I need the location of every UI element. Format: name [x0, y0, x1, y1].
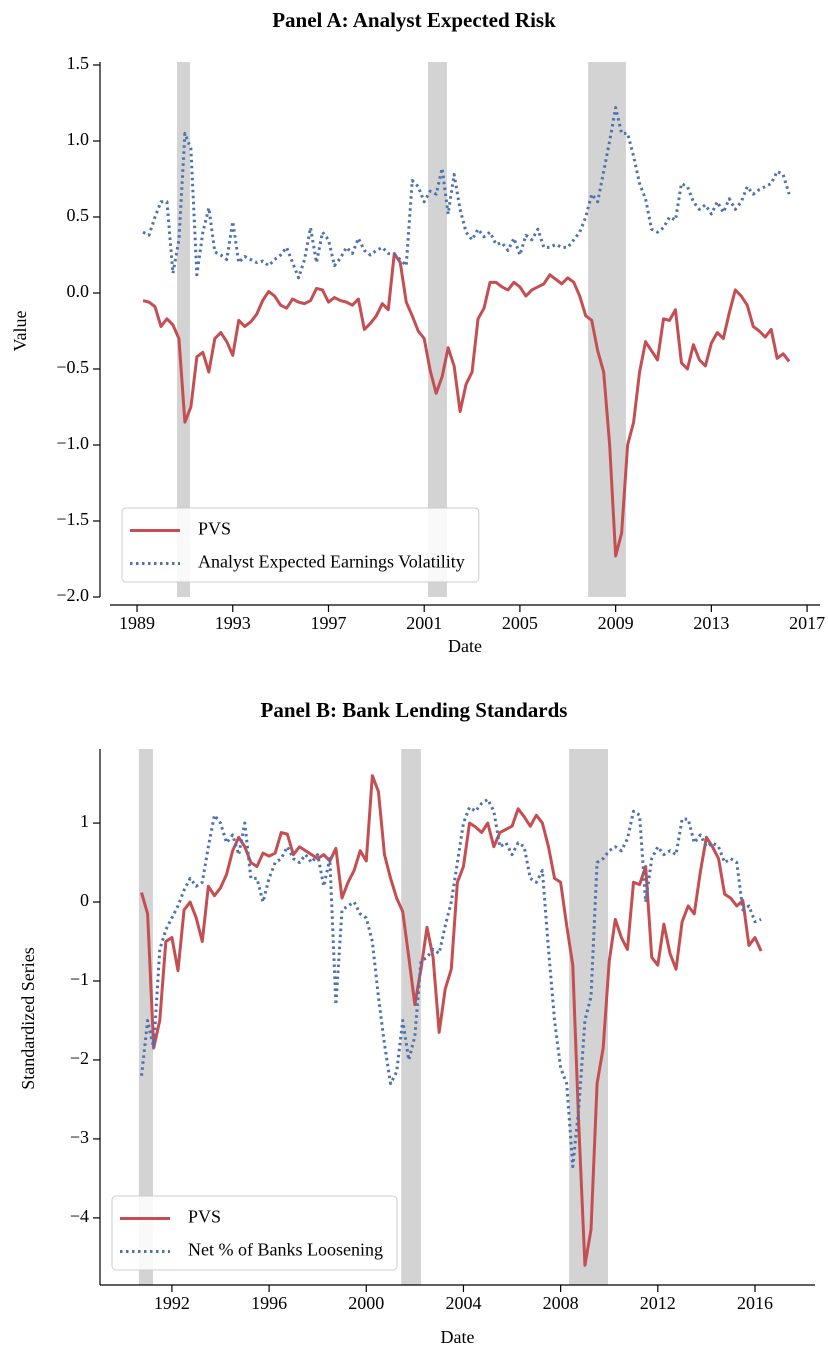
- chart-title: Panel A: Analyst Expected Risk: [272, 8, 556, 32]
- y-tick-label: 1.5: [67, 53, 90, 73]
- x-tick-label: 2005: [502, 613, 538, 633]
- x-tick-label: 1997: [310, 613, 346, 633]
- legend-label: Net % of Banks Loosening: [188, 1240, 383, 1260]
- y-tick-label: −0.5: [56, 357, 89, 377]
- y-tick-label: −2: [70, 1048, 89, 1068]
- y-tick-label: 0.5: [67, 205, 90, 225]
- shaded-span: [177, 62, 190, 597]
- legend-label: PVS: [188, 1207, 221, 1227]
- legend: [111, 1195, 398, 1271]
- y-tick-label: −1.0: [56, 433, 89, 453]
- y-tick-label: 1: [80, 811, 89, 831]
- y-axis-label: Value: [10, 310, 30, 351]
- x-axis-label: Date: [441, 1327, 475, 1347]
- x-tick-label: 2009: [598, 613, 634, 633]
- x-tick-label: 2004: [445, 1293, 481, 1313]
- y-tick-label: −1.5: [56, 509, 89, 529]
- x-tick-label: 2000: [348, 1293, 384, 1313]
- series-line: [140, 774, 763, 1267]
- x-tick-label: 1989: [119, 613, 155, 633]
- legend: [121, 507, 480, 583]
- y-tick-label: −4: [70, 1206, 89, 1226]
- x-tick-label: 1993: [215, 613, 251, 633]
- x-tick-label: 2016: [737, 1293, 773, 1313]
- series-line: [142, 106, 791, 280]
- x-tick-label: 2001: [406, 613, 442, 633]
- chart-title: Panel B: Bank Lending Standards: [261, 698, 568, 722]
- legend-label: Analyst Expected Earnings Volatility: [198, 552, 465, 572]
- x-tick-label: 1992: [154, 1293, 190, 1313]
- x-tick-label: 2013: [693, 613, 729, 633]
- x-tick-label: 2017: [789, 613, 825, 633]
- series-line: [142, 251, 791, 558]
- y-tick-label: 0: [80, 890, 89, 910]
- x-axis-label: Date: [448, 636, 482, 656]
- shaded-span: [138, 749, 153, 1285]
- shaded-span: [428, 62, 447, 597]
- shaded-span: [401, 749, 421, 1285]
- y-axis-label: Standardized Series: [18, 947, 38, 1089]
- x-tick-label: 1996: [251, 1293, 287, 1313]
- y-tick-label: −1: [70, 969, 89, 989]
- legend-label: PVS: [198, 519, 231, 539]
- y-tick-label: 1.0: [67, 129, 90, 149]
- y-tick-label: −3: [70, 1127, 89, 1147]
- y-tick-label: −2.0: [56, 585, 89, 605]
- x-tick-label: 2008: [543, 1293, 579, 1313]
- y-tick-label: 0.0: [67, 281, 90, 301]
- x-tick-label: 2012: [640, 1293, 676, 1313]
- series-line: [140, 797, 762, 1169]
